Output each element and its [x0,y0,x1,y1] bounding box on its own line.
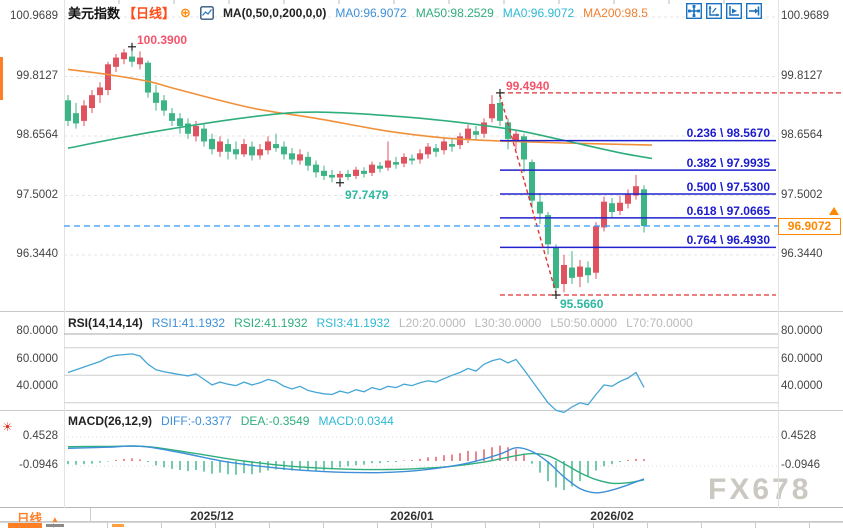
rsi-axis-label: 60.0000 [16,353,58,365]
pane-separator [0,507,843,508]
ma0-value-2: MA0:96.9072 [502,5,575,20]
axis-row-border [0,521,843,522]
tab-arrow-icon: ▲ [50,515,60,526]
rsi-header: RSI(14,14,14) RSI1:41.1932 RSI2:41.1932 … [68,316,693,330]
macd-axis-label: -0.0946 [18,459,58,471]
pane-separator [0,410,843,411]
rsi-l30: L30:30.0000 [474,316,542,330]
rsi-l50: L50:50.0000 [550,316,618,330]
fib-level-label: 0.618 \ 97.0665 [686,204,770,218]
y-axis-label: 97.5002 [781,189,823,201]
rsi-axis-label: 40.0000 [781,380,823,392]
timeframe-label: 【日线】 [123,6,176,21]
rsi-axis-label: 60.0000 [781,353,823,365]
price-arrow-icon [829,207,839,215]
bottom-strip-mark [46,524,64,527]
axis-play-icon[interactable] [725,2,743,20]
y-axis-label: 100.9689 [781,10,829,22]
y-axis-label: 100.9689 [10,10,58,22]
y-axis-label: 99.8127 [781,70,823,82]
fib-level-label: 0.764 \ 96.4930 [686,233,770,247]
rsi-axis-label: 80.0000 [781,325,823,337]
ma200-value: MA200:98.5 [583,5,648,20]
macd-header: MACD(26,12,9) DIFF:-0.3377 DEA:-0.3549 M… [68,414,394,428]
x-axis-label: 2026/02 [590,509,634,523]
chart-toolbar [685,2,763,20]
x-axis-label: 2025/12 [190,509,234,523]
ma50-value: MA50:98.2529 [415,5,494,20]
rsi-l20: L20:20.0000 [398,316,466,330]
macd-axis-label: 0.4528 [22,430,58,442]
rsi1-value: RSI1:41.1932 [151,316,226,330]
bottom-strip [0,522,843,528]
ma-settings: MA(0,50,0,200,0,0) [222,5,327,20]
timeframe-tab[interactable]: 日线 ▲ [0,508,91,526]
plot-left-border [64,0,65,508]
current-price-badge: 96.9072 [778,218,841,235]
fib-level-label: 0.382 \ 97.9935 [686,156,770,170]
peak-price-label: 99.4940 [506,79,550,93]
symbol-name: 美元指数 [68,6,121,21]
chart-type-icon[interactable] [200,5,214,20]
peak-price-label: 100.3900 [137,33,188,47]
jump-to-latest-icon[interactable] [745,2,763,20]
macd-axis-label: -0.0946 [781,459,821,471]
trough-price-label: 97.7479 [345,188,389,202]
axis-zoom-icon[interactable] [705,2,723,20]
y-axis-label: 96.3440 [781,248,823,260]
bottom-strip-highlight [8,523,42,528]
macd-dea-value: DEA:-0.3549 [240,414,310,428]
pane-separator [0,311,843,312]
macd-value: MACD:0.0344 [318,414,394,428]
brightness-icon[interactable]: ☀ [2,420,13,434]
ma0-value: MA0:96.9072 [335,5,407,20]
macd-name: MACD(26,12,9) [68,414,153,428]
rsi-l70: L70:70.0000 [626,316,693,330]
rsi-name: RSI(14,14,14) [68,316,143,330]
rsi-axis-label: 80.0000 [16,325,58,337]
y-axis-label: 98.6564 [16,129,58,141]
move-tool-icon[interactable] [685,2,703,20]
rsi3-value: RSI3:41.1932 [316,316,390,330]
macd-axis-label: 0.4528 [781,430,817,442]
watermark: FX678 [708,473,812,506]
fib-level-label: 0.500 \ 97.5300 [686,180,770,194]
x-axis-label: 2026/01 [390,509,434,523]
chart-header: 美元指数 【日线】 ⊕ MA(0,50,0,200,0,0) MA0:96.90… [68,3,648,22]
y-axis-label: 99.8127 [16,70,58,82]
plot-right-border [778,0,779,508]
rsi-axis-label: 40.0000 [16,380,58,392]
rsi2-value: RSI2:41.1932 [234,316,308,330]
edge-stripe [0,57,3,100]
y-axis-label: 97.5002 [16,189,58,201]
add-indicator-icon[interactable]: ⊕ [180,4,191,20]
bottom-strip-dot [112,524,124,527]
macd-diff-value: DIFF:-0.3377 [161,414,232,428]
fib-level-label: 0.236 \ 98.5670 [686,126,770,140]
y-axis-label: 96.3440 [16,248,58,260]
trough-price-label: 95.5660 [560,297,604,311]
y-axis-label: 98.6564 [781,129,823,141]
